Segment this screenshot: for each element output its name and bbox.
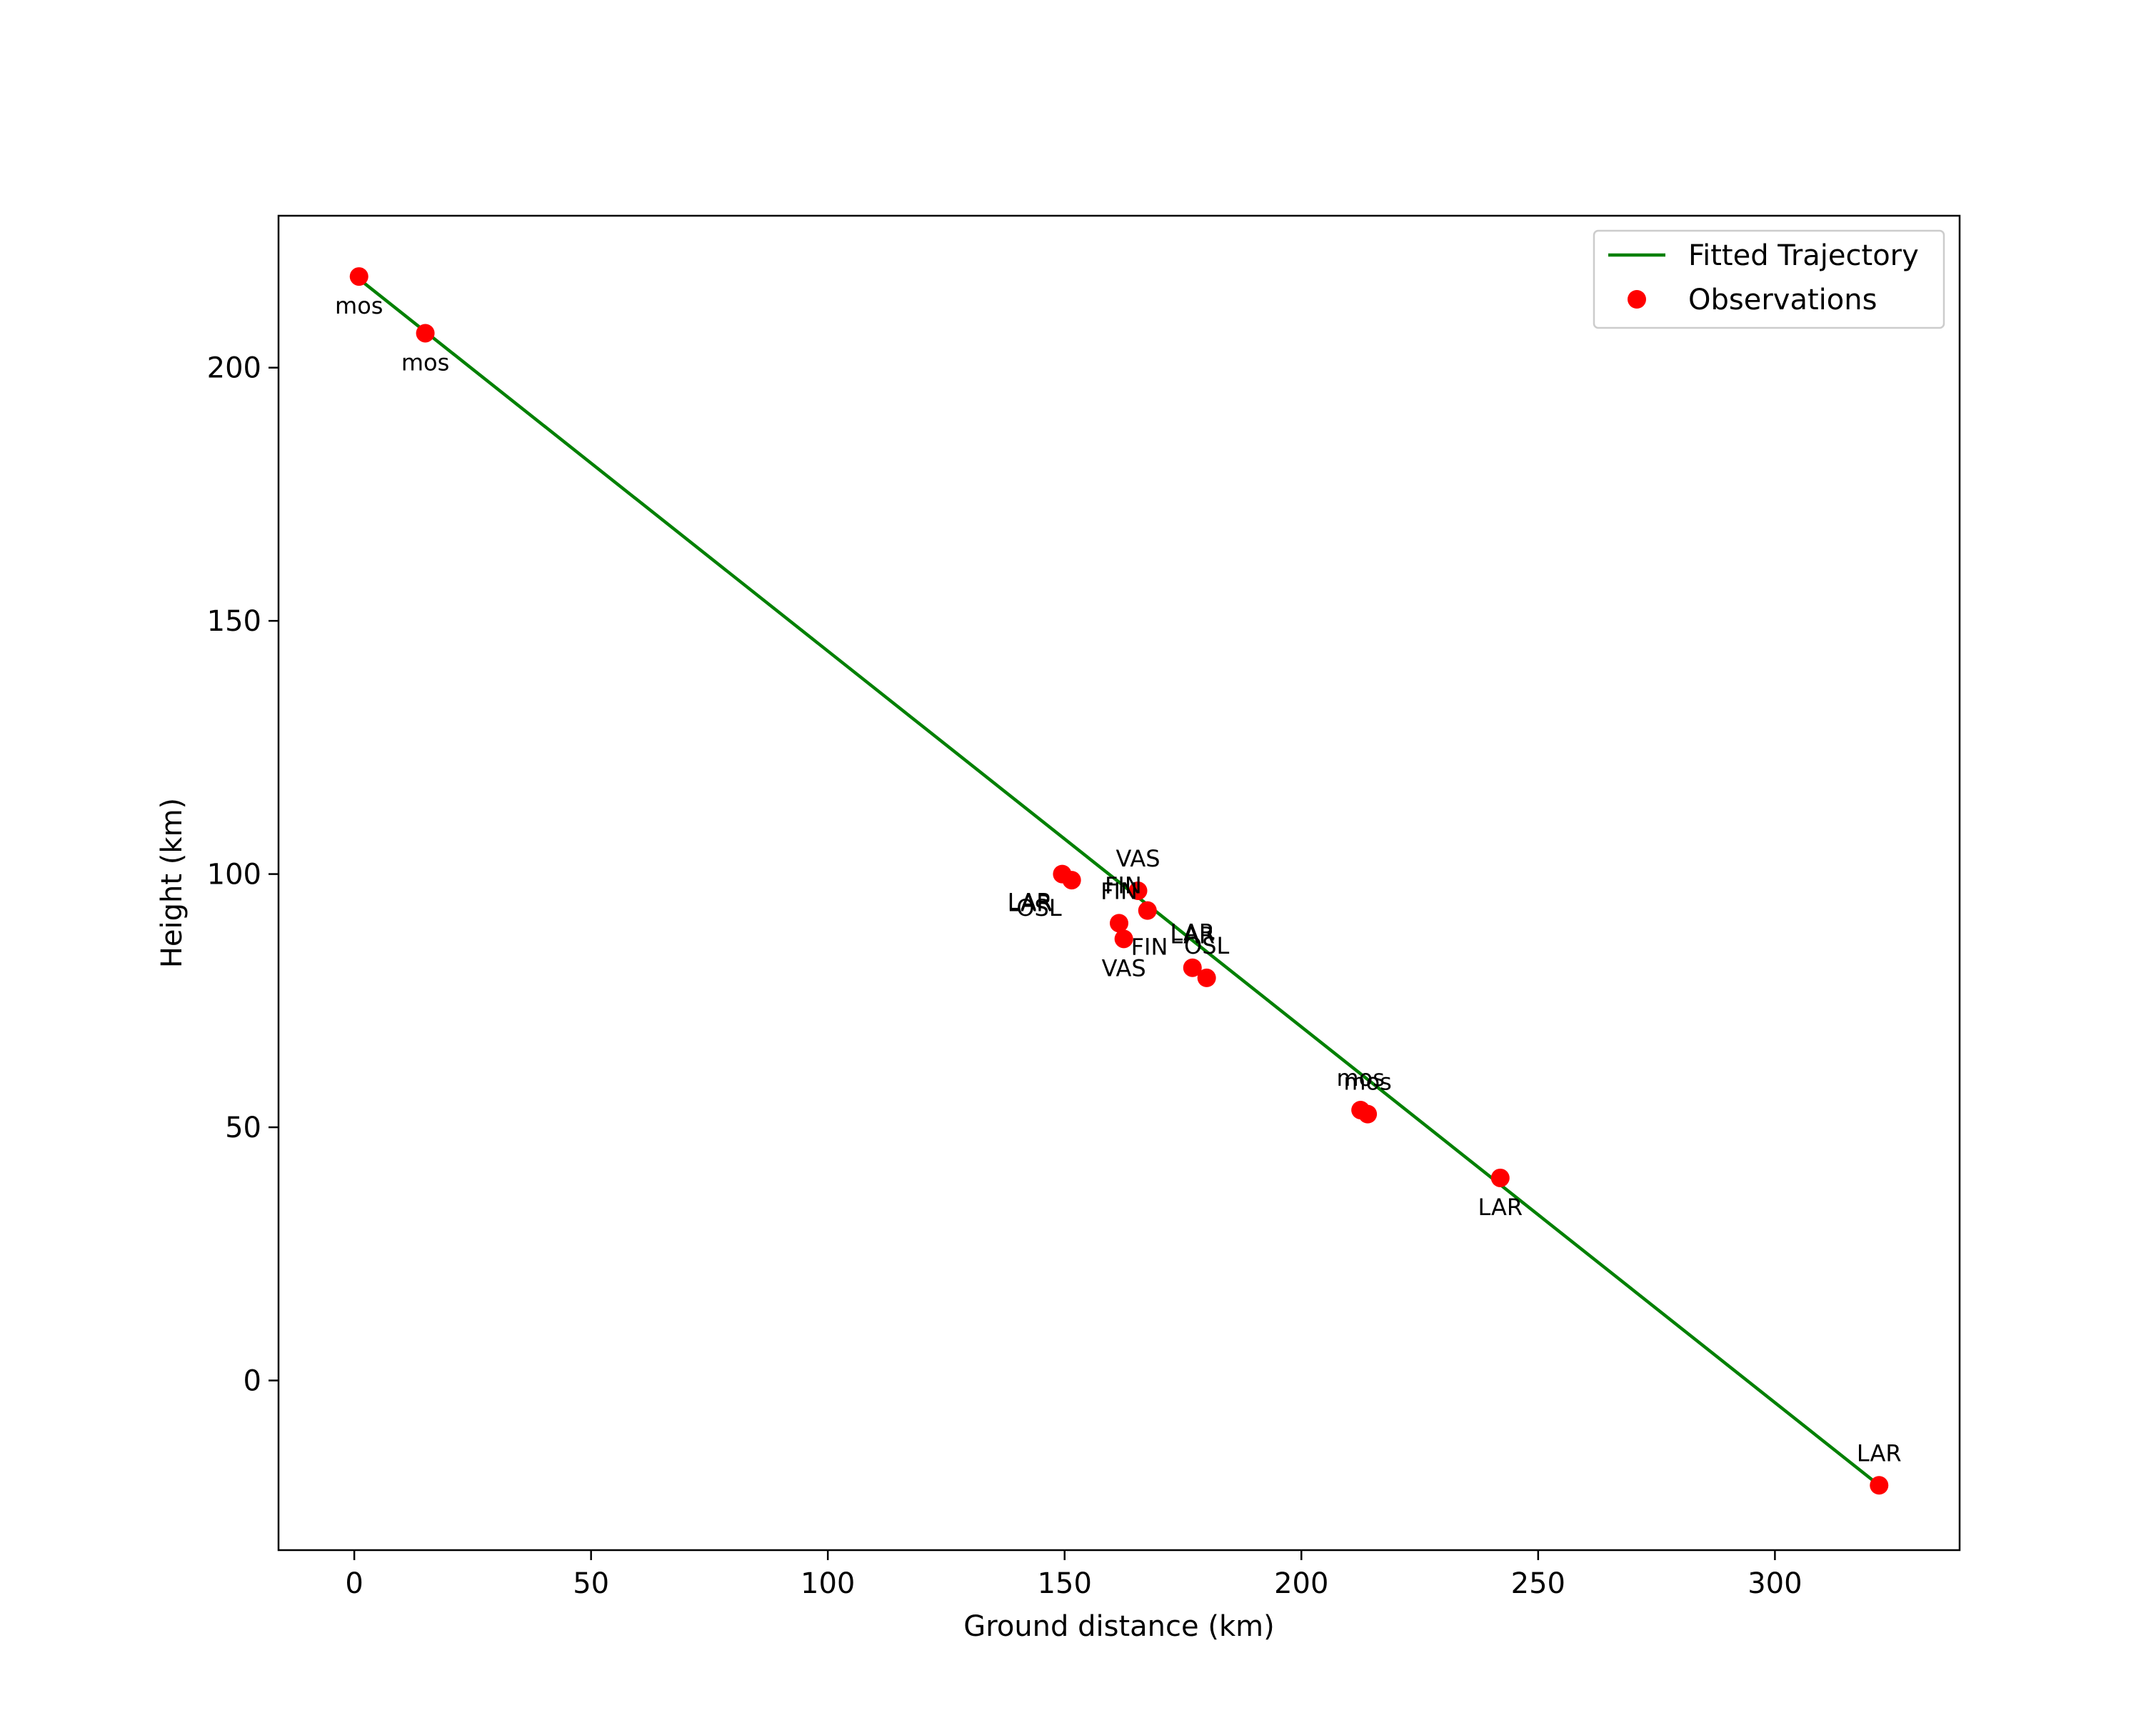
legend-label-observations: Observations <box>1688 284 1877 316</box>
y-tick-label-200: 200 <box>207 352 261 385</box>
observation-point-11 <box>1358 1104 1378 1124</box>
observation-label-7-vas: VAS <box>1102 954 1146 982</box>
observation-label-3-osl: OSL <box>1016 894 1062 922</box>
x-axis-ticks: 0 50 100 150 200 250 300 <box>345 1550 1802 1600</box>
y-axis-label: Height (km) <box>156 798 189 968</box>
observation-point-0 <box>349 267 368 286</box>
observation-point-3 <box>1062 871 1081 890</box>
x-tick-label-150: 150 <box>1038 1567 1092 1600</box>
observation-label-0-mos: mos <box>335 292 383 319</box>
y-axis-ticks: 0 50 100 150 200 <box>207 352 279 1398</box>
y-tick-label-50: 50 <box>225 1112 261 1144</box>
observation-label-2-lar: LAR <box>1008 889 1053 916</box>
observation-point-9 <box>1197 968 1216 987</box>
fitted-trajectory-layer <box>358 277 1880 1487</box>
point-labels-layer: mosmosLAROSLVASFINFINVASLAROSLmosmosLARL… <box>335 292 1902 1467</box>
observation-point-7 <box>1114 929 1133 949</box>
fitted-trajectory-line <box>358 277 1880 1487</box>
overlapping-label-0-lar: LAR <box>1008 890 1053 917</box>
observation-label-13-lar: LAR <box>1857 1439 1902 1467</box>
observation-point-13 <box>1870 1476 1889 1495</box>
x-tick-label-200: 200 <box>1274 1567 1328 1600</box>
x-tick-label-100: 100 <box>801 1567 855 1600</box>
x-axis-label: Ground distance (km) <box>963 1610 1274 1643</box>
overlapping-label-1-fin: FIN <box>1131 933 1168 960</box>
legend-dot-swatch <box>1628 290 1646 309</box>
observation-point-5 <box>1138 901 1157 920</box>
observation-point-12 <box>1490 1168 1510 1187</box>
observation-point-4 <box>1128 881 1148 900</box>
observation-label-12-lar: LAR <box>1478 1194 1523 1221</box>
observation-label-8-lar: LAR <box>1170 922 1215 949</box>
x-tick-label-50: 50 <box>573 1567 609 1600</box>
y-tick-label-0: 0 <box>244 1365 261 1398</box>
observation-point-6 <box>1110 914 1128 933</box>
x-tick-label-0: 0 <box>345 1567 363 1600</box>
observation-label-11-mos: mos <box>1343 1069 1391 1096</box>
observation-label-6-fin: FIN <box>1100 877 1138 904</box>
observation-label-1-mos: mos <box>401 349 449 376</box>
legend-label-fitted: Fitted Trajectory <box>1688 239 1919 272</box>
observations-layer <box>349 267 1889 1495</box>
x-tick-label-250: 250 <box>1511 1567 1565 1600</box>
legend: Fitted Trajectory Observations <box>1593 229 1945 329</box>
overlapping-label-2-lar: LAR <box>1170 919 1215 947</box>
plot-frame <box>277 214 1961 1552</box>
y-tick-label-100: 100 <box>207 859 261 892</box>
observation-point-1 <box>416 324 435 343</box>
observation-label-10-mos: mos <box>1336 1064 1384 1092</box>
y-tick-label-150: 150 <box>207 605 261 638</box>
observation-label-9-osl: OSL <box>1184 932 1230 959</box>
observation-label-4-vas: VAS <box>1116 845 1160 872</box>
observation-label-5-fin: FIN <box>1105 872 1142 899</box>
legend-box <box>1593 229 1945 329</box>
observation-point-8 <box>1183 958 1202 977</box>
x-tick-label-300: 300 <box>1748 1567 1802 1600</box>
